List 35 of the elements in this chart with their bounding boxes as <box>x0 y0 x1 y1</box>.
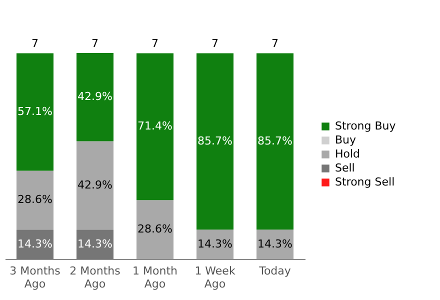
annotation: 7 <box>92 37 98 50</box>
x-tick-label: 3 Months Ago <box>10 264 61 290</box>
x-tick-label: 1 Month Ago <box>132 264 178 290</box>
x-tick-label: Today <box>258 264 292 278</box>
annotation: 7 <box>152 37 158 50</box>
bar <box>196 53 234 230</box>
data-label: 42.9% <box>78 90 112 104</box>
data-label: 14.3% <box>258 237 292 250</box>
data-label: 28.6% <box>138 222 172 236</box>
bar <box>136 200 174 259</box>
bar <box>16 170 54 230</box>
data-label: 14.3% <box>198 237 232 250</box>
annotation: 7 <box>212 37 218 50</box>
x-tick-label: 1 Week Ago <box>194 264 236 290</box>
legend-label: Hold <box>335 147 360 160</box>
data-label: 85.7% <box>198 134 232 148</box>
data-label: 57.1% <box>18 104 52 118</box>
bar <box>16 53 54 171</box>
data-label: 14.3% <box>18 237 52 250</box>
legend-label: Strong Sell <box>335 175 395 188</box>
x-tick-label: 2 Months Ago <box>70 264 121 290</box>
data-label: 28.6% <box>18 193 52 206</box>
bar <box>256 53 294 230</box>
data-label: 71.4% <box>138 120 172 133</box>
bar <box>76 53 114 142</box>
legend-label: Sell <box>335 161 355 174</box>
annotation: 7 <box>272 37 278 50</box>
bar <box>136 53 174 200</box>
bar <box>76 141 114 230</box>
annotation: 7 <box>32 37 38 50</box>
data-label: 42.9% <box>78 178 112 192</box>
legend-label: Buy <box>335 133 357 146</box>
data-label: 85.7% <box>258 134 292 148</box>
legend-label: Strong Buy <box>335 119 396 132</box>
data-label: 14.3% <box>78 237 112 250</box>
